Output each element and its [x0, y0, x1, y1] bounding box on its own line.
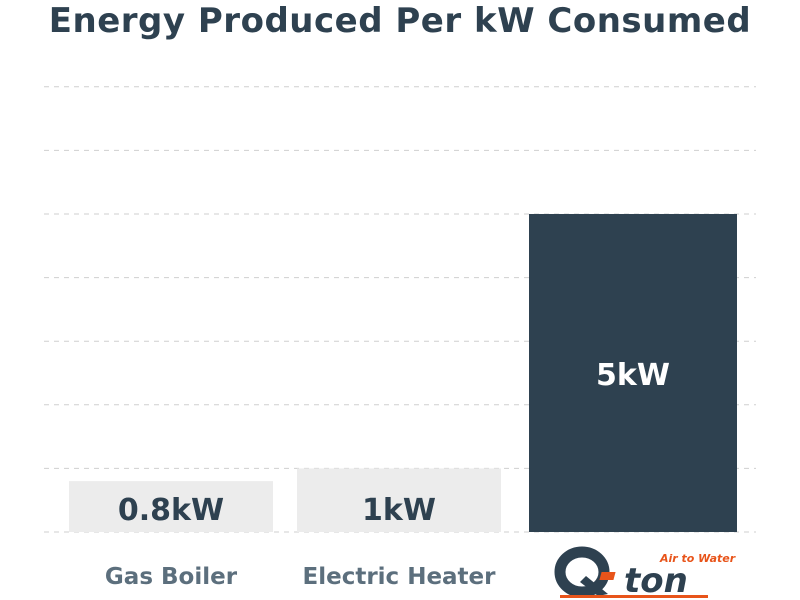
bar-value-label: 1kW [362, 493, 436, 528]
logo-q-tail [580, 576, 608, 596]
category-label: Gas Boiler [105, 564, 238, 590]
logo-tagline: Air to Water [659, 552, 736, 565]
category-label: Electric Heater [303, 564, 497, 590]
bar-1 [69, 481, 273, 532]
logo-wordmark: ton [624, 561, 688, 600]
bar-3 [529, 214, 737, 532]
chart-title: Energy Produced Per kW Consumed [48, 1, 752, 41]
bar-2 [297, 468, 501, 532]
logo-dash [599, 572, 616, 580]
logo-underline [560, 595, 708, 598]
bar-value-label: 5kW [596, 358, 670, 393]
bar-value-label: 0.8kW [118, 493, 224, 528]
